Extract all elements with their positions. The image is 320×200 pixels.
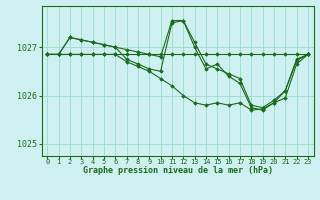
X-axis label: Graphe pression niveau de la mer (hPa): Graphe pression niveau de la mer (hPa) xyxy=(83,166,273,175)
